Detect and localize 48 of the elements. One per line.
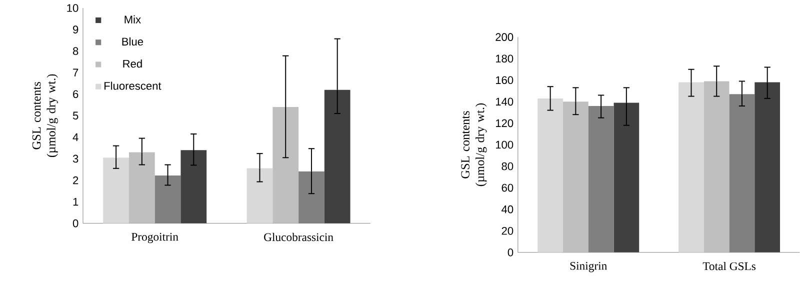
y-tick-label: 2 bbox=[73, 176, 78, 184]
y-tick-label: 40 bbox=[502, 205, 514, 214]
y-tick-label: 180 bbox=[496, 54, 514, 62]
x-tick-label: Sinigrin bbox=[570, 262, 607, 272]
bar bbox=[180, 150, 207, 224]
y-tick-label: 80 bbox=[502, 162, 514, 170]
y-tick-label: 120 bbox=[496, 119, 514, 127]
x-tick-label: Glucobrassicin bbox=[264, 232, 334, 241]
y-tick-label: 200 bbox=[496, 32, 514, 41]
bar bbox=[563, 101, 588, 252]
y-tick-label: 0 bbox=[508, 248, 514, 256]
bar bbox=[246, 168, 273, 224]
y-tick-label: 8 bbox=[72, 46, 78, 55]
y-tick-label: 4 bbox=[72, 133, 78, 141]
bar bbox=[154, 175, 181, 224]
bar bbox=[298, 171, 324, 224]
bar bbox=[103, 157, 129, 224]
y-axis-title: GSL contents (µmol/g dry wt.) bbox=[461, 103, 487, 186]
y-tick-label: 9 bbox=[73, 25, 78, 34]
bar bbox=[272, 106, 299, 224]
y-tick-label: 6 bbox=[73, 90, 78, 98]
y-tick-label: 5 bbox=[72, 112, 78, 120]
bar bbox=[538, 98, 564, 252]
bar bbox=[128, 152, 155, 224]
bar bbox=[754, 82, 780, 252]
y-axis-title: GSL contents (µmol/g dry wt.) bbox=[32, 74, 58, 157]
y-tick-label: 100 bbox=[496, 140, 514, 148]
legend-label: Fluorescent bbox=[104, 81, 162, 90]
bar bbox=[614, 102, 640, 252]
y-tick-label: 160 bbox=[496, 76, 514, 84]
bar bbox=[704, 80, 730, 252]
y-tick-label: 0 bbox=[72, 219, 78, 228]
y-tick-label: 3 bbox=[72, 154, 78, 162]
x-tick-label: Progoitrin bbox=[132, 232, 178, 243]
bar bbox=[324, 90, 350, 224]
bar bbox=[729, 94, 755, 252]
bar bbox=[588, 106, 614, 252]
y-tick-label: 10 bbox=[67, 4, 78, 12]
legend-label: Mix bbox=[124, 15, 141, 24]
legend-label: Blue bbox=[122, 37, 144, 46]
y-tick-label: 140 bbox=[496, 98, 514, 106]
y-tick-label: 20 bbox=[502, 226, 514, 235]
x-tick-label: Total GSLs bbox=[702, 262, 756, 270]
y-tick-label: 60 bbox=[502, 184, 514, 192]
y-tick-label: 1 bbox=[73, 198, 78, 206]
legend-label: Red bbox=[123, 59, 142, 68]
y-tick-label: 7 bbox=[73, 68, 78, 76]
bar bbox=[678, 82, 704, 252]
